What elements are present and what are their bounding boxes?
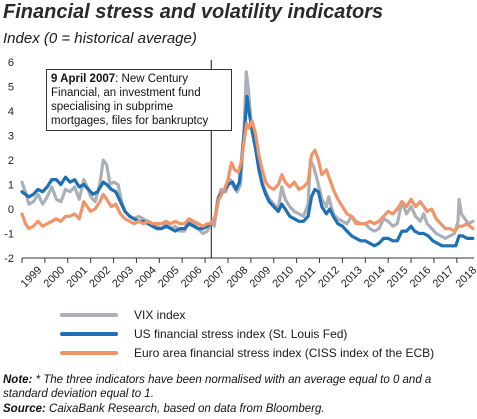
x-tick-label: 2018	[453, 264, 477, 290]
x-tick-label: 2010	[270, 264, 296, 290]
page-title: Financial stress and volatility indicato…	[3, 1, 384, 23]
x-tick-label: 2004	[133, 264, 159, 290]
x-tick-label: 2005	[156, 264, 182, 290]
legend-item: Euro area financial stress index (CISS i…	[60, 343, 434, 362]
x-tick-label: 2016	[408, 264, 434, 290]
y-tick-label: 4	[8, 106, 14, 118]
x-tick-label: 2015	[385, 264, 411, 290]
y-tick-label: 6	[8, 57, 14, 69]
line-chart: -2-1012345619992000200120022003200420052…	[4, 57, 477, 290]
x-tick-label: 2007	[202, 264, 228, 290]
y-tick-label: -1	[4, 229, 14, 241]
series-line	[20, 70, 475, 240]
annotation-date: 9 April 2007	[51, 73, 116, 85]
annotation-text: : New Century Financial, an investment f…	[51, 73, 209, 127]
x-tick-label: 2017	[431, 264, 457, 290]
y-tick-label: 5	[8, 82, 14, 94]
x-tick-label: 2003	[110, 264, 136, 290]
y-tick-label: -2	[4, 253, 14, 265]
x-tick-label: 2014	[362, 264, 388, 290]
note-text: * The three indicators have been normali…	[3, 374, 432, 400]
x-tick-label: 2001	[64, 264, 90, 290]
legend-swatch	[60, 331, 118, 336]
x-tick-label: 2011	[293, 265, 318, 290]
series-line	[20, 94, 475, 248]
legend-label: US financial stress index (St. Louis Fed…	[134, 326, 348, 341]
y-tick-label: 0	[8, 204, 14, 216]
x-tick-label: 2012	[316, 264, 342, 290]
x-tick-label: 1999	[19, 264, 45, 290]
y-tick-label: 2	[8, 155, 14, 167]
y-tick-label: 1	[8, 180, 14, 192]
legend-label: VIX index	[134, 307, 186, 322]
legend-item: US financial stress index (St. Louis Fed…	[60, 324, 434, 343]
x-tick-label: 2002	[87, 264, 113, 290]
legend-item: VIX index	[60, 305, 434, 324]
legend-swatch	[60, 350, 118, 355]
legend-swatch	[60, 312, 118, 317]
footnote: Note: * The three indicators have been n…	[3, 373, 473, 401]
note-label: Note:	[3, 374, 33, 386]
legend-label: Euro area financial stress index (CISS i…	[134, 345, 435, 360]
chart-subtitle: Index (0 = historical average)	[3, 30, 197, 47]
x-tick-label: 2000	[42, 264, 68, 290]
series-line	[20, 119, 475, 233]
x-tick-label: 2006	[179, 264, 205, 290]
chart-legend: VIX index US financial stress index (St. …	[60, 305, 434, 362]
source-line: Source: CaixaBank Research, based on dat…	[3, 403, 325, 415]
y-tick-label: 3	[8, 131, 14, 143]
source-label: Source:	[3, 403, 46, 415]
x-tick-label: 2013	[339, 264, 365, 290]
event-annotation: 9 April 2007: New Century Financial, an …	[46, 69, 232, 131]
x-tick-label: 2008	[225, 264, 251, 290]
chart-series	[20, 70, 475, 248]
x-tick-label: 2009	[247, 264, 273, 290]
source-text: CaixaBank Research, based on data from B…	[45, 403, 325, 415]
